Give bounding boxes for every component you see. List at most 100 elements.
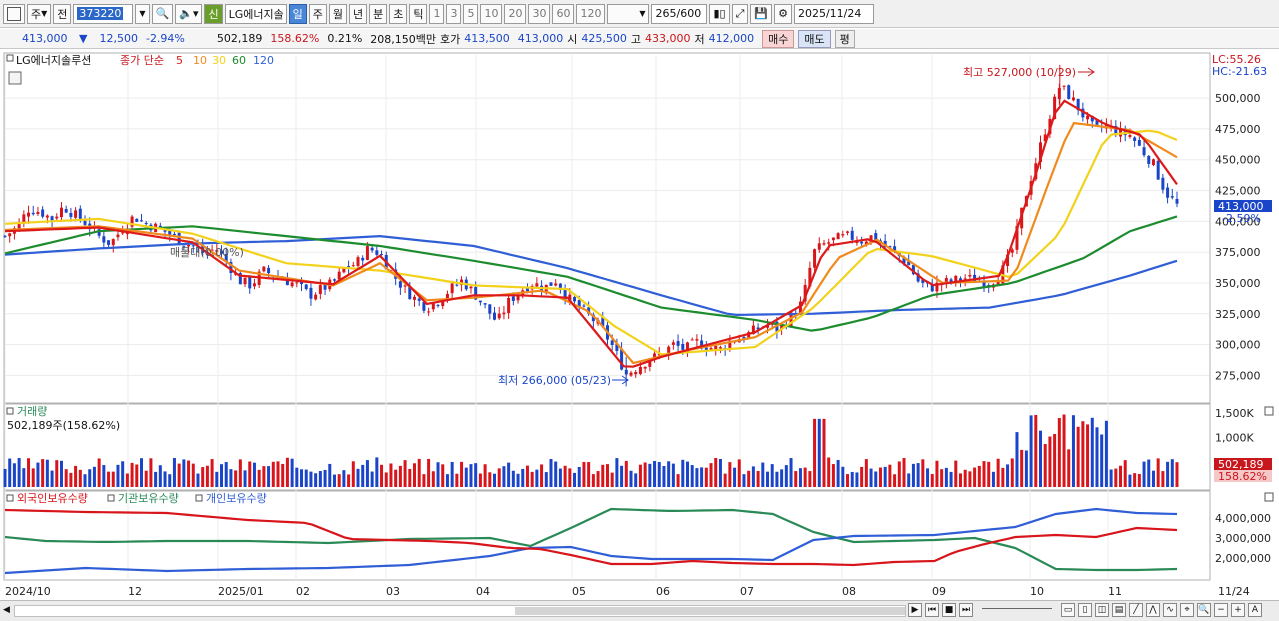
minute-30[interactable]: 30 [528,3,551,24]
ask2: 413,000 [517,32,564,45]
volume-bar [808,471,812,487]
zoom-icon[interactable]: 🔍 [1197,603,1211,617]
scroll-thumb[interactable] [515,607,905,615]
period-tick[interactable]: 틱 [409,3,428,24]
candle-body [766,325,770,328]
draw-tool-icon[interactable]: ⤢ [731,3,749,24]
layout4-icon[interactable]: ▤ [1112,603,1126,617]
period-day[interactable]: 일 [288,3,307,24]
draw-fib-icon[interactable]: ⋀ [1146,603,1160,617]
zoom-out-icon[interactable]: − [1214,603,1228,617]
candle-body [601,317,605,327]
minute-1[interactable]: 1 [429,3,445,24]
time-tick-label: 11 [1108,585,1122,598]
layout1-icon[interactable]: ▭ [1061,603,1075,617]
avg-button[interactable]: 평 [834,29,855,48]
fast-forward-icon[interactable]: ⏭ [959,603,973,617]
time-scrollbar[interactable] [14,605,906,617]
candle-body [36,211,40,214]
volume-bar [45,459,49,487]
candle-body [497,313,501,319]
volume-bar [850,471,854,487]
fast-back-icon[interactable]: ⏮ [925,603,939,617]
volume-bar [351,461,355,487]
candle-body [493,312,497,320]
table-icon[interactable] [8,71,22,85]
volume-tick-label: 1,500K [1215,407,1254,420]
candle-type-icon[interactable]: ▮▯ [709,3,730,24]
volume-bar [568,468,572,487]
quote-bar: 413,000 ▼ 12,500 -2.94% 502,189 158.62% … [0,29,1279,49]
volume-bar [911,463,915,487]
minute-5[interactable]: 5 [463,3,479,24]
candle-body [1076,98,1080,111]
count-input[interactable]: 265/600 [651,3,708,24]
market-type-select[interactable]: 주 ▼ [27,3,52,24]
holdings-tick-label: 2,000,000 [1215,552,1271,565]
minute-20[interactable]: 20 [504,3,527,24]
minute-3[interactable]: 3 [446,3,462,24]
volume-bar [271,461,275,487]
scroll-left-icon[interactable]: ◀ [3,605,10,615]
candle-body [248,276,252,289]
volume-bar [92,466,96,487]
minute-60[interactable]: 60 [552,3,575,24]
text-icon[interactable]: A [1248,603,1262,617]
minute-10[interactable]: 10 [480,3,503,24]
holdings-tick-label: 3,000,000 [1215,532,1271,545]
layout2-icon[interactable]: ▯ [1078,603,1092,617]
holdings-close-icon[interactable] [1264,492,1274,502]
candle-body [107,240,111,245]
buy-button[interactable]: 매수 [762,29,795,48]
volume-bar [375,457,379,487]
scroll-right-icon[interactable]: ▶ [908,603,922,617]
candle-body [177,232,181,245]
volume-bar [234,470,238,487]
volume-bar [836,459,840,487]
code-dropdown-button[interactable]: ▼ [135,3,150,24]
volume-bar [530,471,534,487]
period-year[interactable]: 년 [348,3,368,24]
stock-code-input[interactable]: 373220 [73,3,134,24]
minute-120[interactable]: 120 [576,3,606,24]
stop-icon[interactable]: ■ [942,603,956,617]
layout-icon[interactable] [3,3,25,24]
volume-bar [587,462,591,487]
custom-period-select[interactable]: ▼ [607,3,650,24]
volume-close-icon[interactable] [1264,406,1274,416]
candle-body [361,257,365,261]
zoom-slider[interactable] [982,608,1052,612]
candle-body [318,285,322,295]
ruler-icon[interactable]: ⌖ [1180,603,1194,617]
zoom-in-icon[interactable]: + [1231,603,1245,617]
stock-chart[interactable]: 275,000 300,000 325,000 350,000 375,000 400,0… [0,50,1279,600]
save-icon[interactable]: 💾 [750,3,773,24]
volume-bar [135,464,139,487]
period-month[interactable]: 월 [328,3,347,24]
date-input[interactable]: 2025/11/24 [793,3,874,24]
volume-bar [798,468,802,487]
low-value: 412,000 [708,32,755,45]
draw-line-icon[interactable]: ╱ [1129,603,1143,617]
volume-bar [78,469,82,487]
candle-body [996,281,1000,286]
stock-name-field[interactable]: LG에너지솔 [224,3,287,24]
volume-bar [973,467,977,487]
search-icon[interactable]: 🔍 [151,3,174,24]
candle-body [916,273,920,282]
gear-icon[interactable]: ⚙ [774,3,792,24]
draw-wave-icon[interactable]: ∿ [1163,603,1177,617]
volume-bar [968,471,972,487]
period-week[interactable]: 주 [308,3,327,24]
speaker-icon[interactable]: 🔈▾ [175,3,203,24]
prev-button[interactable]: 전 [53,3,72,24]
period-second[interactable]: 초 [389,3,408,24]
candle-body [841,234,845,236]
volume-bar [1090,417,1094,487]
candle-body [1090,115,1094,122]
candle-body [573,297,577,302]
layout3-icon[interactable]: ◫ [1095,603,1109,617]
period-minute[interactable]: 분 [369,3,388,24]
sell-button[interactable]: 매도 [798,29,831,48]
volume-bar [610,472,614,487]
